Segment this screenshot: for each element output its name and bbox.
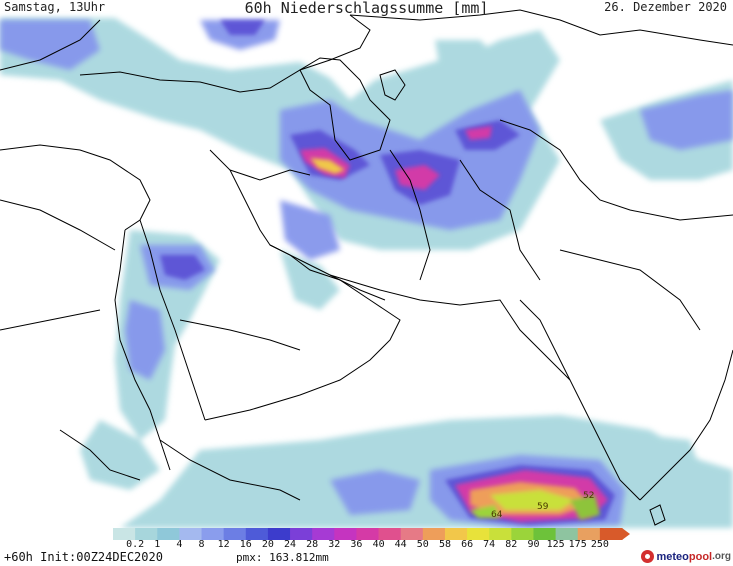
legend-label: 1 xyxy=(154,539,161,550)
map-value-label: 59 xyxy=(537,502,549,512)
legend-swatch xyxy=(444,528,468,540)
legend-swatch xyxy=(489,528,512,540)
pmx-value: pmx: 163.812mm xyxy=(236,551,329,564)
legend-label: 4 xyxy=(176,539,183,550)
legend-swatch xyxy=(378,528,402,540)
legend-label: 16 xyxy=(239,539,252,550)
legend-swatch xyxy=(267,528,291,540)
logo-suffix: .org xyxy=(712,551,731,562)
legend-label: 36 xyxy=(350,539,363,550)
map-value-label: 52 xyxy=(583,491,595,501)
forecast-info: +60h Init:00Z24DEC2020 xyxy=(4,550,163,564)
legend-arrow xyxy=(622,528,630,540)
legend-label: 28 xyxy=(306,539,319,550)
legend-label: 82 xyxy=(505,539,518,550)
logo-part2: pool xyxy=(688,550,713,563)
legend-label: 66 xyxy=(461,539,474,550)
legend-swatch xyxy=(179,528,203,540)
legend-swatch xyxy=(533,528,557,540)
legend-swatch xyxy=(400,528,424,540)
coastlines xyxy=(0,9,733,526)
legend-label: 32 xyxy=(328,539,341,550)
logo-icon xyxy=(641,550,655,563)
peak-precip-layer xyxy=(310,158,600,520)
legend-label: 58 xyxy=(438,539,452,550)
legend-swatch xyxy=(356,528,380,540)
legend-swatch xyxy=(422,528,446,540)
legend-swatch xyxy=(245,528,269,540)
legend-label: 24 xyxy=(283,539,297,550)
legend-swatch xyxy=(312,528,335,540)
legend-label: 175 xyxy=(568,539,587,550)
logo-part1: meteo xyxy=(656,550,689,563)
header-date: 26. Dezember 2020 xyxy=(604,0,727,14)
legend-label: 12 xyxy=(217,539,230,550)
legend-label: 0.2 xyxy=(126,539,145,550)
legend-labels: 0.2 1 4 8 12 16 20 24 28 32 36 40 44 50 58 66 74 82 90 125 1… xyxy=(113,539,630,551)
legend-swatch xyxy=(290,528,313,540)
legend-swatch xyxy=(334,528,357,540)
legend-label: 50 xyxy=(416,539,429,550)
legend-swatch xyxy=(135,528,158,540)
legend-label: 40 xyxy=(372,539,385,550)
legend-label: 20 xyxy=(261,539,274,550)
legend-label: 74 xyxy=(483,539,496,550)
legend-label: 90 xyxy=(527,539,540,550)
light-precip-layer xyxy=(0,18,733,528)
legend-swatch xyxy=(201,528,225,540)
header-time: Samstag, 13Uhr xyxy=(4,0,106,14)
meteopool-logo[interactable]: meteo pool .org xyxy=(641,550,731,563)
page-title: 60h Niederschlagssumme [mm] xyxy=(244,0,489,17)
legend-swatch xyxy=(113,528,136,540)
legend-swatch xyxy=(223,528,247,540)
legend-label: 44 xyxy=(394,539,407,550)
legend-colorbar xyxy=(113,528,630,540)
legend-swatch xyxy=(511,528,534,540)
legend-label: 125 xyxy=(546,539,565,550)
legend-label: 8 xyxy=(198,539,205,550)
map-value-label: 64 xyxy=(491,510,503,520)
legend-swatch xyxy=(157,528,180,540)
legend-label: 250 xyxy=(590,539,609,550)
legend-swatch xyxy=(555,528,579,540)
legend-swatch xyxy=(577,528,601,540)
legend-swatch xyxy=(467,528,490,540)
legend-swatch xyxy=(599,528,623,540)
